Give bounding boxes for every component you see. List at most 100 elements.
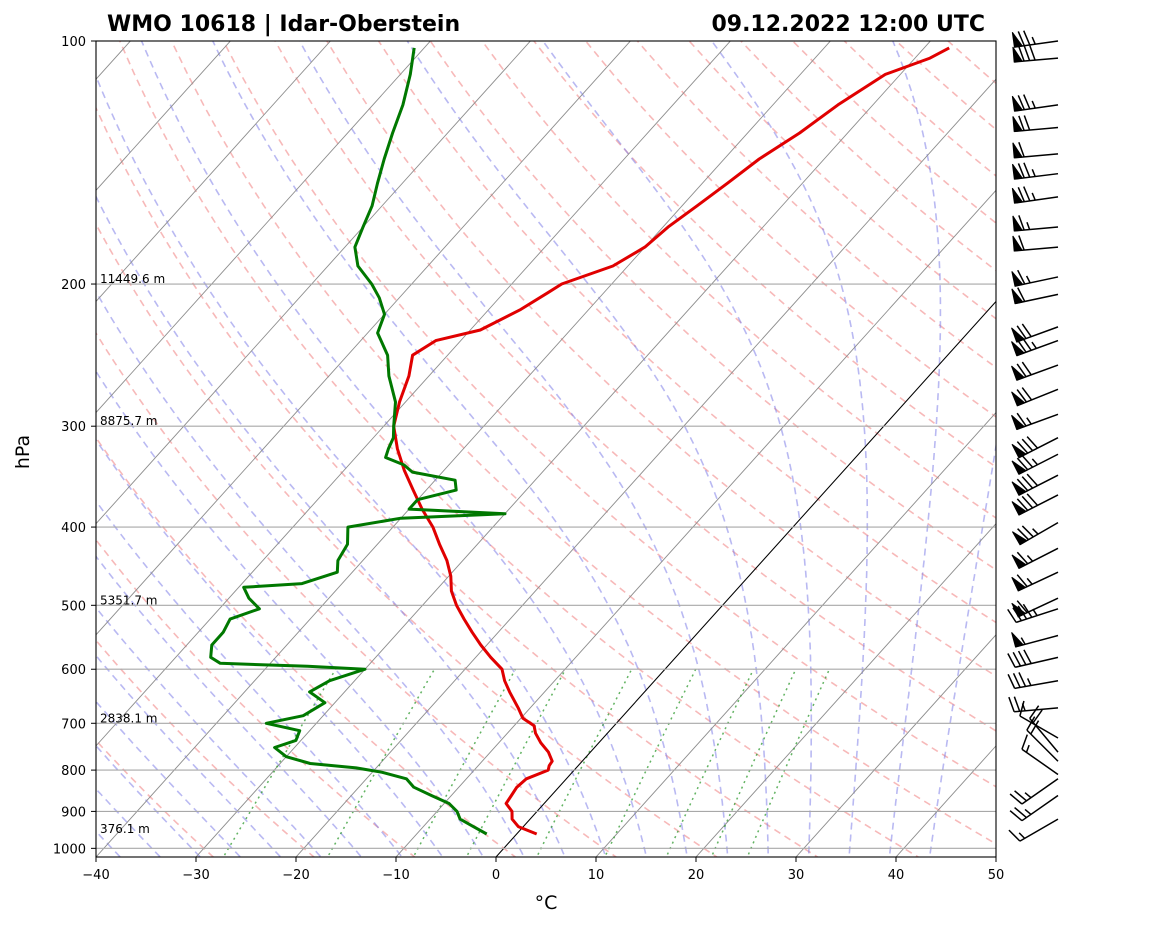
barb-pennant <box>1011 271 1024 287</box>
y-tick-label: 900 <box>61 805 86 820</box>
isotherm <box>395 189 996 857</box>
barb-full <box>1016 441 1029 454</box>
wind-barb <box>1011 94 1059 112</box>
mixing-ratio-line <box>746 668 831 857</box>
y-tick-label: 100 <box>61 35 86 50</box>
height-label: 11449.6 m <box>100 272 165 286</box>
mixing-ratio-line <box>412 668 517 857</box>
mixing-ratio-line <box>326 668 436 857</box>
dry-adiabat <box>740 41 996 272</box>
barb-full <box>1017 528 1030 541</box>
barb-full <box>1022 603 1033 618</box>
profiles <box>209 46 950 836</box>
barb-pennant <box>1011 31 1024 48</box>
barb-half <box>1026 678 1032 686</box>
barb-full <box>1016 498 1029 511</box>
dry-adiabat <box>274 41 996 732</box>
isotherm <box>295 78 996 857</box>
barb-staff <box>1014 679 1059 690</box>
isotherm <box>895 745 996 857</box>
zero-isotherm <box>495 300 996 857</box>
dry-adiabat <box>96 436 517 857</box>
barb-full <box>1012 607 1023 622</box>
barb-half <box>1031 169 1036 177</box>
wind-barb <box>1011 436 1059 459</box>
barb-full <box>1016 412 1027 427</box>
moist-adiabat <box>711 41 869 857</box>
barb-full <box>1026 436 1039 449</box>
barb-full <box>1007 673 1016 689</box>
dry-adiabat <box>222 41 996 788</box>
y-tick-label: 500 <box>61 599 86 614</box>
barb-pennant <box>1011 95 1024 112</box>
barb-half <box>1025 275 1031 284</box>
wind-barb <box>1011 287 1059 305</box>
dry-adiabat <box>636 41 996 369</box>
barb-full <box>1016 457 1029 471</box>
barb-full <box>1016 551 1029 565</box>
wind-barb <box>1012 215 1059 232</box>
moist-adiabat <box>96 499 403 857</box>
barb-full <box>1018 142 1025 158</box>
barb-full <box>1019 700 1025 717</box>
barb-full <box>1021 337 1032 351</box>
dry-adiabat <box>533 41 996 468</box>
isotherm <box>96 41 732 747</box>
height-labels: 11449.6 m 8875.7 m 5351.7 m 2838.1 m 376.1 m <box>100 272 165 836</box>
barb-full <box>1023 115 1031 131</box>
barb-full <box>1029 45 1036 61</box>
barb-full <box>1017 650 1027 666</box>
barb-staff <box>1019 715 1059 739</box>
barb-pennant <box>1012 116 1024 132</box>
wind-barb <box>1012 235 1059 252</box>
x-tick-label: −20 <box>282 868 309 883</box>
x-tick-label: 10 <box>588 868 605 883</box>
wind-barb <box>1011 493 1059 516</box>
y-tick-label: 400 <box>61 521 86 536</box>
wind-barb <box>1011 571 1059 592</box>
barb-full <box>1032 709 1043 724</box>
barb-full <box>1029 705 1040 719</box>
barb-half <box>1020 637 1026 645</box>
dry-adiabat <box>843 41 996 177</box>
x-axis: −40 −30 −20 −10 0 10 20 30 40 50 <box>82 857 1004 883</box>
barb-full <box>1023 45 1031 61</box>
chart-title-right: 09.12.2022 12:00 UTC <box>711 12 985 37</box>
barb-full <box>1013 696 1021 712</box>
moist-adiabat <box>96 787 162 857</box>
barb-pennant <box>1012 235 1024 252</box>
dry-adiabat <box>96 331 618 857</box>
barb-full <box>1016 325 1027 339</box>
wind-barb <box>1011 412 1059 431</box>
barb-full <box>1023 162 1031 178</box>
barb-full <box>1018 672 1027 687</box>
isotherm <box>595 411 996 857</box>
barb-full <box>1021 495 1034 509</box>
barb-pennant <box>1012 142 1024 159</box>
barb-full <box>1007 653 1016 668</box>
x-tick-label: −40 <box>82 868 109 883</box>
isotherm <box>96 41 432 414</box>
barb-pennant <box>1011 288 1024 305</box>
barb-half <box>1024 808 1032 815</box>
barb-full <box>1009 793 1023 805</box>
barb-full <box>1017 269 1026 285</box>
moist-adiabat <box>96 438 444 857</box>
barb-full <box>1026 493 1039 506</box>
barb-full <box>1007 608 1017 623</box>
dry-adiabat <box>96 222 719 857</box>
barb-full <box>1021 438 1034 452</box>
dry-adiabat <box>96 106 820 857</box>
barb-staff <box>1029 717 1059 753</box>
barb-full <box>1021 323 1032 338</box>
barb-pennant <box>1011 187 1024 204</box>
moist-adiabat <box>96 830 122 857</box>
barb-full <box>1021 387 1033 401</box>
barb-staff <box>1019 818 1059 842</box>
y-tick-label: 600 <box>61 663 86 678</box>
wind-barb <box>1007 603 1059 624</box>
barb-full <box>1023 186 1031 202</box>
barb-pennant <box>1011 327 1026 343</box>
barb-full <box>1018 235 1025 251</box>
wind-barb <box>1026 716 1059 762</box>
